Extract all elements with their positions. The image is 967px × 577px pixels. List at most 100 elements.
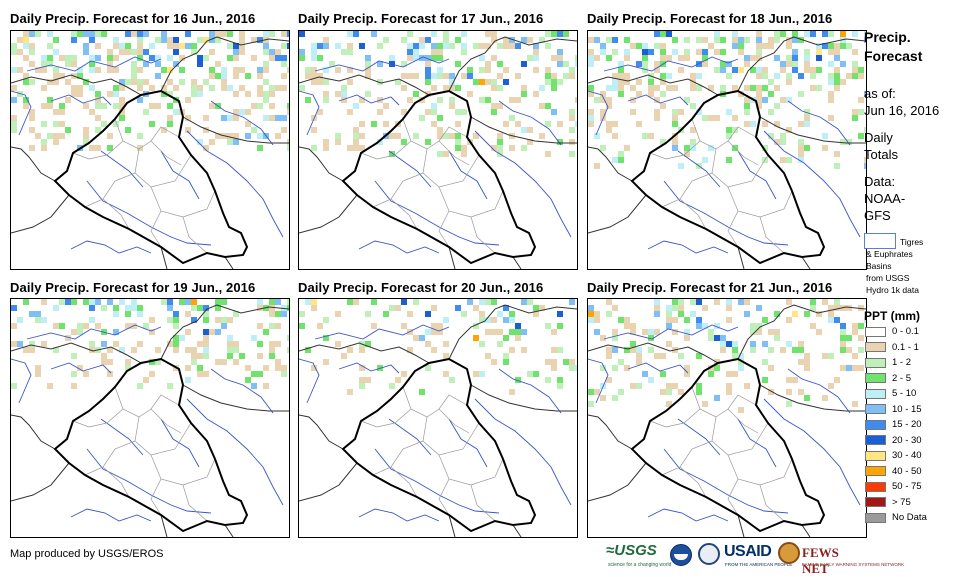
- precip-cell: [269, 85, 275, 91]
- precip-cell: [822, 353, 828, 359]
- precip-cell: [624, 79, 630, 85]
- ppt-legend-swatch: [865, 373, 886, 383]
- precip-cell: [834, 73, 840, 79]
- precip-cell: [23, 55, 29, 61]
- precip-cell: [59, 121, 65, 127]
- map-canvas: [299, 299, 577, 537]
- precip-cell: [612, 305, 618, 311]
- precip-cell: [732, 67, 738, 73]
- precip-cell: [11, 43, 17, 49]
- precip-cell: [642, 61, 648, 67]
- iraq-border: [53, 89, 249, 265]
- basin-line: [26, 324, 162, 340]
- precip-cell: [672, 109, 678, 115]
- precip-cell: [756, 97, 762, 103]
- precip-cell: [545, 79, 551, 85]
- precip-cell: [666, 389, 672, 395]
- precip-cell: [672, 85, 678, 91]
- precip-cell: [774, 55, 780, 61]
- province-border: [102, 466, 130, 498]
- precip-cell: [41, 317, 47, 323]
- precip-cell: [233, 133, 239, 139]
- precip-cell: [828, 317, 834, 323]
- precip-cell: [515, 43, 521, 49]
- precip-cell: [275, 299, 281, 305]
- ppt-legend-label: 50 - 75: [892, 481, 922, 492]
- precip-cell: [828, 73, 834, 79]
- country-border: [588, 414, 633, 450]
- precip-cell: [203, 335, 209, 341]
- precip-cell: [47, 79, 53, 85]
- precip-cell: [569, 139, 575, 145]
- precip-cell: [191, 43, 197, 49]
- precip-cell: [618, 317, 624, 323]
- country-border: [504, 36, 577, 46]
- precip-cell: [792, 55, 798, 61]
- precip-cell: [786, 43, 792, 49]
- precip-cell: [551, 55, 557, 61]
- precip-cell: [383, 103, 389, 109]
- precip-cell: [335, 139, 341, 145]
- precip-cell: [858, 347, 864, 353]
- precip-cell: [545, 31, 551, 37]
- precip-cell: [804, 395, 810, 401]
- precip-cell: [275, 311, 281, 317]
- province-border: [470, 216, 496, 254]
- precip-cell: [497, 85, 503, 91]
- precip-cell: [161, 299, 167, 305]
- precip-cell: [257, 67, 263, 73]
- precip-cell: [690, 127, 696, 133]
- precip-cell: [239, 353, 245, 359]
- precip-cell: [485, 67, 491, 73]
- usgs-logo: ≈USGS: [606, 542, 657, 559]
- precip-cell: [606, 85, 612, 91]
- precip-cell: [425, 73, 431, 79]
- precip-cell: [708, 43, 714, 49]
- precip-cell: [269, 55, 275, 61]
- basin-line: [338, 362, 400, 374]
- precip-cell: [479, 55, 485, 61]
- precip-cell: [89, 109, 95, 115]
- precip-cell: [666, 55, 672, 61]
- precip-cell: [636, 79, 642, 85]
- precip-cell: [299, 55, 305, 61]
- precip-cell: [323, 139, 329, 145]
- map-canvas: [11, 299, 289, 537]
- precip-cell: [191, 91, 197, 97]
- ppt-legend-label: 30 - 40: [892, 450, 922, 461]
- precip-cell: [810, 31, 816, 37]
- precip-cell: [539, 103, 545, 109]
- precip-cell: [125, 79, 131, 85]
- precip-cell: [113, 67, 119, 73]
- precip-cell: [846, 335, 852, 341]
- precip-cell: [575, 121, 577, 127]
- precip-cell: [497, 311, 503, 317]
- precip-cell: [323, 97, 329, 103]
- precip-cell: [167, 115, 173, 121]
- precip-cell: [654, 115, 660, 121]
- precip-cell: [600, 335, 606, 341]
- precip-cell: [810, 73, 816, 79]
- precip-cell: [726, 133, 732, 139]
- precip-cell: [810, 67, 816, 73]
- precip-cell: [95, 115, 101, 121]
- precip-cell: [768, 43, 774, 49]
- precip-cell: [624, 317, 630, 323]
- precip-cell: [816, 49, 822, 55]
- precip-cell: [185, 97, 191, 103]
- precip-cell: [143, 49, 149, 55]
- precip-cell: [161, 91, 167, 97]
- precip-cell: [185, 43, 191, 49]
- precip-cell: [173, 335, 179, 341]
- precip-cell: [527, 139, 533, 145]
- precip-cell: [335, 133, 341, 139]
- precip-cell: [672, 305, 678, 311]
- basin-line: [627, 362, 689, 374]
- precip-cell: [65, 127, 71, 133]
- precip-cell: [575, 365, 577, 371]
- precip-cell: [251, 55, 257, 61]
- precip-cell: [287, 145, 289, 151]
- precip-cell: [744, 311, 750, 317]
- precip-cell: [23, 347, 29, 353]
- precip-cell: [618, 151, 624, 157]
